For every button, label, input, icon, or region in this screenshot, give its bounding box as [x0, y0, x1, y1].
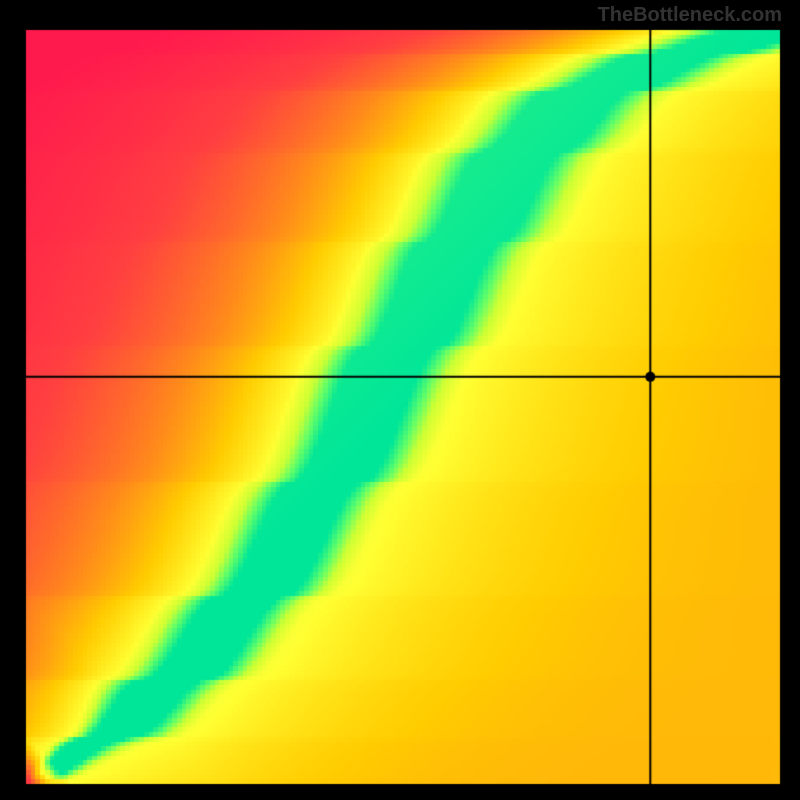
watermark-text: TheBottleneck.com: [598, 4, 782, 27]
bottleneck-heatmap: [0, 0, 800, 800]
chart-container: TheBottleneck.com: [0, 0, 800, 800]
